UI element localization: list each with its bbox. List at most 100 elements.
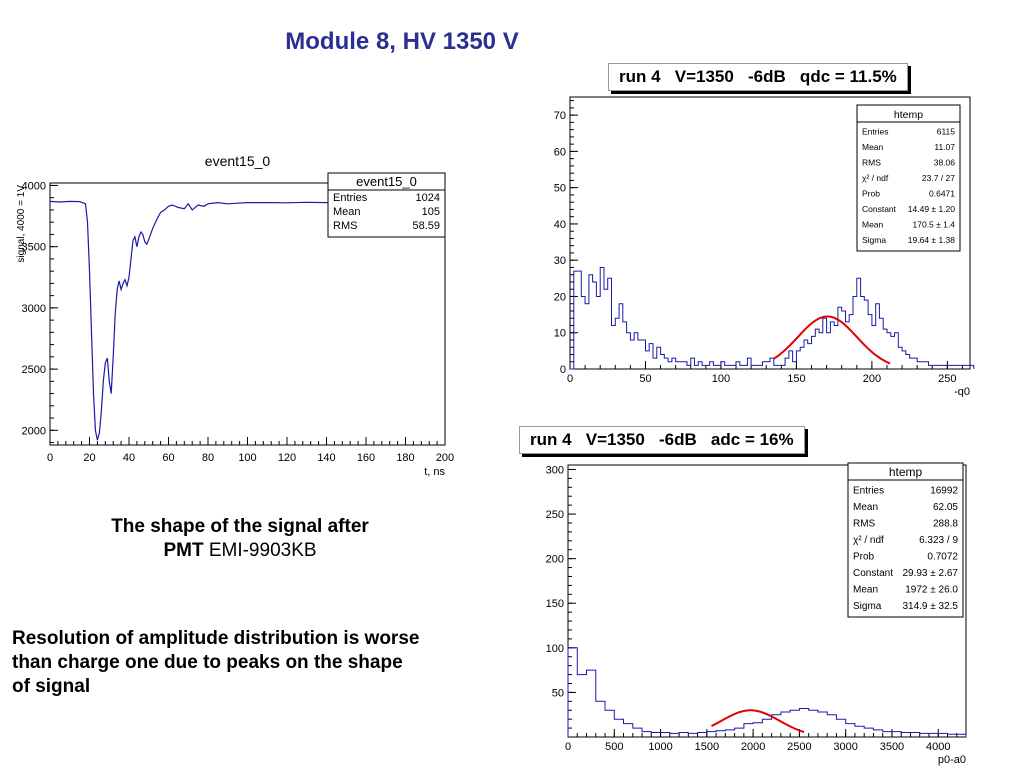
x-tick-label: 120 (278, 452, 296, 464)
y-tick-label: 2000 (22, 425, 46, 437)
x-tick-label: 0 (567, 373, 573, 385)
y-tick-label: 70 (554, 110, 566, 122)
x-tick-label: 200 (863, 373, 881, 385)
signal-chart: 0 20 40 60 80 100 120 140 160 180 200 2000 2500 3000 3… (16, 153, 454, 478)
y-tick-label: 4000 (22, 180, 46, 192)
x-tick-label: 140 (317, 452, 335, 464)
x-tick-label: 250 (938, 373, 956, 385)
stats-key: Mean (862, 220, 884, 230)
x-axis-title: p0-a0 (938, 754, 966, 766)
plot-frame (569, 96, 971, 370)
y-axis-title: signal, 4000 = 1V (16, 185, 27, 263)
x-tick-label: 100 (238, 452, 256, 464)
stats-title: htemp (889, 465, 923, 479)
x-tick-label: 500 (605, 741, 623, 753)
stats-key: Constant (862, 204, 897, 214)
x-tick-label: 180 (396, 452, 414, 464)
stats-value: 0.7072 (927, 552, 958, 563)
x-tick-label: 1500 (695, 741, 719, 753)
x-tick-label: 40 (123, 452, 135, 464)
x-tick-label: 2500 (787, 741, 811, 753)
y-tick-label: 2500 (22, 364, 46, 376)
stats-key: RMS (333, 220, 357, 232)
y-tick-label: 50 (552, 687, 564, 699)
stats-key: Constant (853, 568, 893, 579)
x-tick-label: 4000 (926, 741, 950, 753)
stats-key: Mean (853, 502, 878, 513)
stats-title: htemp (894, 109, 923, 121)
stats-value: 16992 (930, 486, 958, 497)
x-tick-label: 150 (787, 373, 805, 385)
y-tick-label: 20 (554, 291, 566, 303)
histogram-line (570, 267, 975, 370)
stats-box (847, 462, 964, 618)
stats-box (327, 172, 446, 238)
stats-key: Entries (853, 486, 884, 497)
stats-value: 14.49 ± 1.20 (908, 204, 955, 214)
stats-value: 0.6471 (929, 189, 955, 199)
stats-key: Mean (862, 142, 884, 152)
x-axis-title: t, ns (424, 466, 445, 478)
resolution-line-3: of signal (12, 676, 91, 697)
stats-key: Prob (853, 552, 875, 563)
caption-line-2: PMT EMI-9903KB (60, 539, 420, 563)
resolution-line-2: than charge one due to peaks on the shap… (12, 652, 403, 673)
stats-key: χ² / ndf (853, 535, 884, 546)
adc-run-label: run 4 V=1350 -6dB adc = 16% (519, 426, 805, 454)
chart-title: event15_0 (205, 153, 271, 169)
y-tick-label: 40 (554, 219, 566, 231)
y-tick-label: 50 (554, 183, 566, 195)
y-tick-label: 0 (560, 364, 566, 376)
y-tick-label: 3000 (22, 303, 46, 315)
x-tick-label: 60 (162, 452, 174, 464)
x-tick-label: 2000 (741, 741, 765, 753)
x-tick-label: 80 (202, 452, 214, 464)
stats-key: Sigma (862, 235, 886, 245)
stats-value: 38.06 (934, 158, 956, 168)
stats-key: Prob (862, 189, 880, 199)
x-tick-label: 3500 (880, 741, 904, 753)
x-tick-label: 50 (639, 373, 651, 385)
stats-value: 6.323 / 9 (919, 535, 958, 546)
stats-value: 62.05 (933, 502, 958, 513)
stats-value: 314.9 ± 32.5 (902, 601, 958, 612)
x-tick-label: 3000 (833, 741, 857, 753)
x-tick-label: 0 (565, 741, 571, 753)
y-tick-label: 30 (554, 255, 566, 267)
resolution-caption: Resolution of amplitude distribution is … (12, 627, 512, 699)
plot-frame (567, 464, 967, 738)
stats-value: 288.8 (933, 519, 958, 530)
x-tick-label: 200 (436, 452, 454, 464)
y-tick-label: 150 (546, 598, 564, 610)
gaussian-fit-curve (773, 315, 891, 365)
stats-value: 19.64 ± 1.38 (908, 235, 955, 245)
adc-histogram: 0 500 1000 1500 2000 2500 3000 3500 4000 50 100 150… (546, 462, 967, 766)
stats-key: χ² / ndf (862, 173, 889, 183)
y-tick-label: 60 (554, 146, 566, 158)
caption-pmt-model: EMI-9903KB (203, 540, 317, 561)
stats-value: 1972 ± 26.0 (905, 585, 958, 596)
y-tick-label: 200 (546, 554, 564, 566)
stats-value: 11.07 (934, 142, 955, 152)
stats-title: event15_0 (356, 174, 417, 189)
x-tick-label: 100 (712, 373, 730, 385)
y-tick-label: 100 (546, 643, 564, 655)
stats-key: Mean (333, 206, 361, 218)
stats-key: RMS (853, 519, 876, 530)
x-tick-label: 160 (357, 452, 375, 464)
caption-pmt: PMT (163, 540, 204, 561)
resolution-line-1: Resolution of amplitude distribution is … (12, 628, 420, 649)
y-tick-label: 250 (546, 509, 564, 521)
stats-value: 105 (422, 206, 440, 218)
stats-box (856, 104, 961, 252)
signal-shape-caption: The shape of the signal after PMT EMI-99… (60, 515, 420, 563)
caption-line-1: The shape of the signal after (111, 516, 369, 537)
gaussian-fit-curve (711, 709, 805, 733)
x-tick-label: 1000 (648, 741, 672, 753)
y-tick-label: 10 (554, 328, 566, 340)
page-title: Module 8, HV 1350 V (285, 28, 519, 55)
x-tick-label: 20 (83, 452, 95, 464)
y-tick-label: 300 (546, 464, 564, 476)
stats-key: Mean (853, 585, 878, 596)
histogram-line (567, 647, 967, 737)
